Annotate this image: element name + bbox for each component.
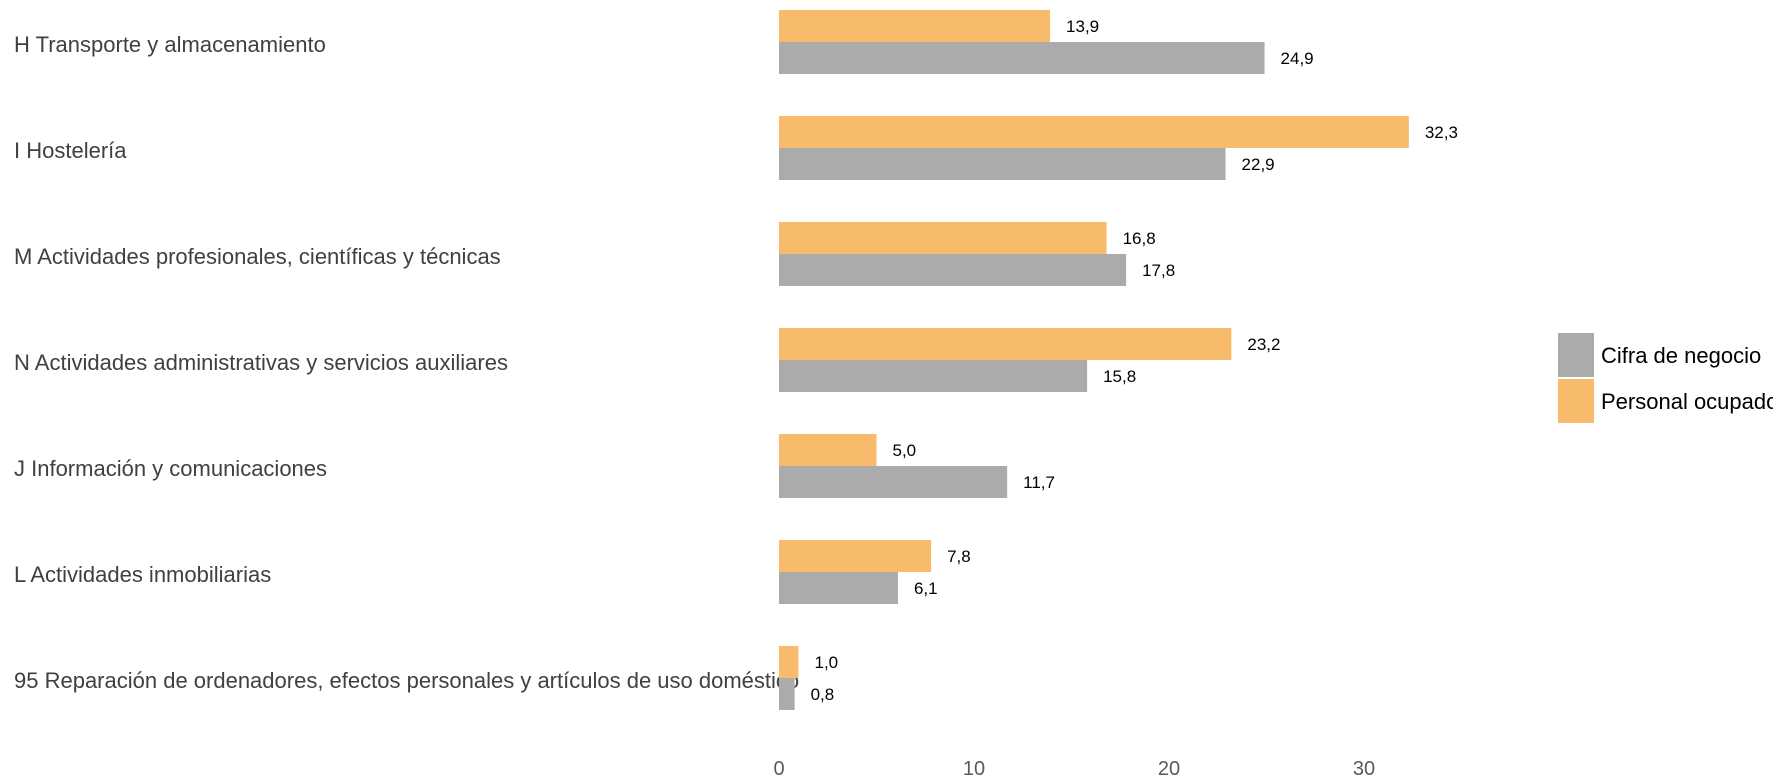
category-group: 95 Reparación de ordenadores, efectos pe… [14,646,838,710]
data-label: 15,8 [1103,367,1136,386]
category-label: M Actividades profesionales, científicas… [14,244,501,269]
category-label: J Información y comunicaciones [14,456,327,481]
data-label: 0,8 [811,685,835,704]
category-group: M Actividades profesionales, científicas… [14,222,1175,286]
x-tick-label: 10 [963,758,985,777]
category-group: J Información y comunicaciones 5,0 11,7 [14,434,1055,498]
bar-cifra-de-negocio [779,148,1226,180]
category-label: H Transporte y almacenamiento [14,32,326,57]
bar-cifra-de-negocio [779,572,898,604]
category-label: I Hostelería [14,138,127,163]
plot-area: H Transporte y almacenamiento 13,9 24,9 I H… [14,10,1458,710]
bar-cifra-de-negocio [779,360,1088,392]
data-label: 7,8 [947,547,971,566]
bar-personal-ocupado [779,328,1232,360]
category-group: I Hostelería 32,3 22,9 [14,116,1458,180]
category-group: N Actividades administrativas y servicio… [14,328,1280,392]
legend-swatch [1558,333,1594,377]
bar-personal-ocupado [779,116,1409,148]
x-axis: 0 10 20 30 [773,758,1375,777]
data-label: 23,2 [1247,335,1280,354]
bar-personal-ocupado [779,10,1051,42]
data-label: 1,0 [815,653,839,672]
data-label: 6,1 [914,579,938,598]
bar-cifra-de-negocio [779,42,1265,74]
bar-cifra-de-negocio [779,254,1127,286]
data-label: 11,7 [1023,473,1055,492]
bar-personal-ocupado [779,540,932,572]
legend-label: Cifra de negocio [1601,343,1761,368]
legend: Cifra de negocio Personal ocupado [1558,333,1773,423]
x-tick-label: 30 [1353,758,1375,777]
data-label: 17,8 [1142,261,1175,280]
category-label: N Actividades administrativas y servicio… [14,350,508,375]
legend-label: Personal ocupado [1601,389,1773,414]
legend-swatch [1558,379,1594,423]
data-label: 5,0 [893,441,917,460]
data-label: 22,9 [1242,155,1275,174]
data-label: 13,9 [1066,17,1099,36]
bar-personal-ocupado [779,646,799,678]
bar-cifra-de-negocio [779,678,795,710]
data-label: 32,3 [1425,123,1458,142]
x-tick-label: 0 [773,758,784,777]
x-tick-label: 20 [1158,758,1180,777]
category-label: 95 Reparación de ordenadores, efectos pe… [14,668,799,693]
bar-personal-ocupado [779,434,877,466]
data-label: 24,9 [1281,49,1314,68]
bar-cifra-de-negocio [779,466,1008,498]
bar-personal-ocupado [779,222,1107,254]
category-group: H Transporte y almacenamiento 13,9 24,9 [14,10,1314,74]
data-label: 16,8 [1123,229,1156,248]
category-group: L Actividades inmobiliarias 7,8 6,1 [14,540,971,604]
category-label: L Actividades inmobiliarias [14,562,271,587]
